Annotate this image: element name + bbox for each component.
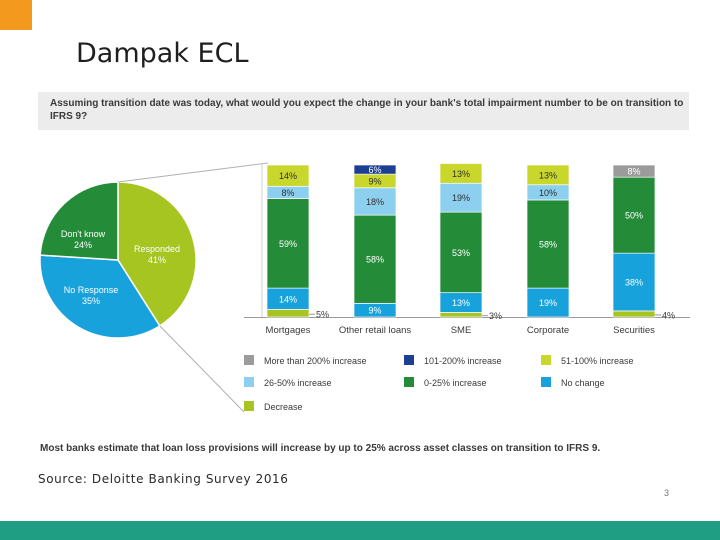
pie-value-label: 35% xyxy=(82,296,100,306)
bar-value-label: 59% xyxy=(279,239,297,249)
legend-label: 26-50% increase xyxy=(264,378,332,388)
bar-value-label: 14% xyxy=(279,294,297,304)
corner-accent xyxy=(0,0,32,30)
bar-segment xyxy=(526,287,570,318)
bar-value-label: 9% xyxy=(368,176,381,186)
footer-bar xyxy=(0,521,720,540)
legend-swatch xyxy=(404,355,414,365)
bar-value-label: 18% xyxy=(366,197,384,207)
bar-segment xyxy=(526,164,570,186)
survey-question: Assuming transition date was today, what… xyxy=(50,98,684,122)
legend-swatch xyxy=(244,355,254,365)
pie-label: No Response xyxy=(64,285,119,295)
chart-footnote: Most banks estimate that loan loss provi… xyxy=(40,443,601,454)
category-label: Corporate xyxy=(527,325,569,336)
bar-value-label: 9% xyxy=(368,306,381,316)
bar-segment xyxy=(439,182,483,213)
bar-value-label: 19% xyxy=(452,193,470,203)
bar-value-label: 38% xyxy=(625,278,643,288)
bar-value-label: 3% xyxy=(489,311,502,321)
bar-segment xyxy=(612,252,656,312)
legend-label: 101-200% increase xyxy=(424,356,502,366)
bar-segment xyxy=(526,199,570,289)
bar-segment xyxy=(266,309,310,318)
pie-value-label: 41% xyxy=(148,255,166,265)
bar-value-label: 13% xyxy=(452,298,470,308)
stacked-bar-chart: 5%14%59%8%14%Mortgages9%58%18%9%6%Other … xyxy=(244,163,690,336)
legend-swatch xyxy=(404,377,414,387)
bar-segment xyxy=(353,164,397,175)
source-citation: Source: Deloitte Banking Survey 2016 xyxy=(38,472,289,486)
category-label: SME xyxy=(451,325,472,336)
connector-line-top xyxy=(117,162,269,183)
bar-value-label: 58% xyxy=(366,255,384,265)
bar-value-label: 50% xyxy=(625,211,643,221)
bar-value-label: 4% xyxy=(662,310,675,320)
bar-segment xyxy=(612,310,656,318)
bar-value-label: 13% xyxy=(452,169,470,179)
category-label: Securities xyxy=(613,325,655,336)
pie-label: Responded xyxy=(134,244,180,254)
category-label: Other retail loans xyxy=(339,325,412,336)
bar-value-label: 10% xyxy=(539,188,557,198)
bar-value-label: 5% xyxy=(316,310,329,320)
bar-value-label: 13% xyxy=(539,170,557,180)
bar-value-label: 19% xyxy=(539,298,557,308)
bar-segment xyxy=(439,163,483,184)
bar-value-label: 14% xyxy=(279,171,297,181)
bar-value-label: 58% xyxy=(539,240,557,250)
bar-segment xyxy=(612,164,656,178)
chart-legend: More than 200% increase 101-200% increase… xyxy=(244,355,634,412)
pie-slice-no-response xyxy=(39,254,161,339)
bar-segment xyxy=(353,214,397,304)
legend-swatch xyxy=(541,377,551,387)
legend-label: 51-100% increase xyxy=(561,356,634,366)
legend-label: 0-25% increase xyxy=(424,378,487,388)
page-number: 3 xyxy=(664,488,670,498)
legend-label: No change xyxy=(561,378,605,388)
bar-value-label: 8% xyxy=(627,167,640,177)
question-banner xyxy=(38,92,689,130)
bar-segment xyxy=(266,198,310,289)
pie-label: Don't know xyxy=(61,229,106,239)
legend-swatch xyxy=(244,377,254,387)
pie-slice-don-t-know xyxy=(39,181,119,261)
bar-value-label: 8% xyxy=(281,188,294,198)
bar-value-label: 53% xyxy=(452,248,470,258)
bar-segment xyxy=(612,176,656,254)
bar-segment xyxy=(439,211,483,294)
connector-line-bottom xyxy=(159,325,245,413)
legend-label: Decrease xyxy=(264,402,303,412)
pie-value-label: 24% xyxy=(74,240,92,250)
bar-segment xyxy=(439,312,483,318)
legend-swatch xyxy=(244,401,254,411)
slide-title: Dampak ECL xyxy=(76,38,249,69)
bar-segment xyxy=(266,164,310,187)
legend-label: More than 200% increase xyxy=(264,356,367,366)
category-label: Mortgages xyxy=(266,325,311,336)
bar-value-label: 6% xyxy=(368,165,381,175)
legend-swatch xyxy=(541,355,551,365)
